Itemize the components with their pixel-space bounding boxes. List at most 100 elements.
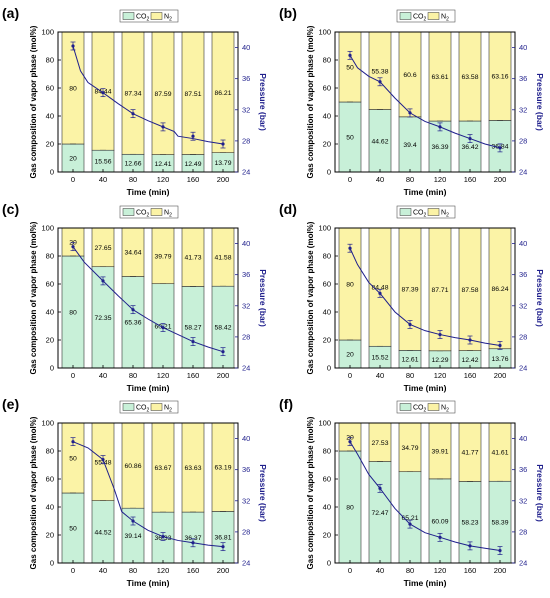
pressure-point <box>101 279 105 283</box>
pressure-point <box>71 440 75 444</box>
x-axis-title: Time (min) <box>127 187 170 197</box>
legend-swatch-n2 <box>150 403 163 411</box>
y2-axis-title: Pressure (bar) <box>535 73 545 131</box>
y2-tick-label: 36 <box>242 74 250 83</box>
x-tick-label: 200 <box>217 566 230 575</box>
y-tick-label: 40 <box>46 112 54 121</box>
data-label-n2: 86.21 <box>214 90 231 97</box>
pressure-point <box>101 457 105 462</box>
legend-sub-co2: 2 <box>147 213 150 219</box>
data-label-n2: 41.77 <box>461 450 478 457</box>
pressure-point <box>498 548 502 553</box>
x-tick-label: 80 <box>406 371 414 380</box>
data-label-co2: 80 <box>69 310 77 317</box>
pressure-point <box>221 545 225 549</box>
data-label-co2: 50 <box>69 526 77 533</box>
y-tick-label: 20 <box>323 140 331 149</box>
legend-label-n2: N2 <box>164 14 172 23</box>
data-label-n2: 87.51 <box>184 91 201 98</box>
legend-label-n2: N2 <box>164 405 172 414</box>
data-label-co2: 13.79 <box>214 160 231 167</box>
data-label-n2: 87.34 <box>124 91 141 98</box>
x-tick-label: 120 <box>434 566 447 575</box>
y-tick-label: 20 <box>46 336 54 345</box>
x-tick-label: 200 <box>217 175 230 184</box>
y2-tick-label: 28 <box>242 332 250 341</box>
pressure-point <box>191 134 195 138</box>
y2-axis-title: Pressure (bar) <box>535 269 545 327</box>
y-tick-label: 60 <box>323 475 331 484</box>
pressure-line <box>349 441 501 552</box>
data-label-co2: 50 <box>346 135 354 142</box>
y-tick-label: 100 <box>318 28 331 37</box>
legend-swatch-co2 <box>399 403 412 411</box>
x-axis-title: Time (min) <box>404 383 447 393</box>
pressure-point <box>468 544 472 548</box>
legend-box <box>119 400 179 414</box>
y2-axis-title: Pressure (bar) <box>258 464 268 522</box>
pressure-point <box>191 541 195 545</box>
chart-panel-f: (f)CO2N2802072.4727.5365.2134.7960.0939.… <box>279 396 545 588</box>
y2-tick-label: 40 <box>242 43 250 52</box>
y-tick-label: 0 <box>50 364 54 373</box>
data-label-n2: 60.86 <box>124 463 141 470</box>
data-label-n2: 27.53 <box>371 440 388 447</box>
y2-tick-label: 32 <box>242 105 250 114</box>
y-axis-title: Gas composition of vapor phase (mol%) <box>29 416 38 569</box>
y2-tick-label: 40 <box>519 239 527 248</box>
y-tick-label: 0 <box>50 168 54 177</box>
x-tick-label: 160 <box>187 371 200 380</box>
data-label-co2: 36.81 <box>214 535 231 542</box>
x-tick-label: 0 <box>71 566 75 575</box>
y-tick-label: 60 <box>323 84 331 93</box>
pressure-point <box>71 245 75 249</box>
y2-tick-label: 28 <box>519 332 527 341</box>
y2-tick-label: 36 <box>242 465 250 474</box>
x-tick-label: 80 <box>406 175 414 184</box>
x-tick-label: 0 <box>348 566 352 575</box>
y-tick-label: 0 <box>327 168 331 177</box>
y2-tick-label: 28 <box>242 136 250 145</box>
x-tick-label: 200 <box>217 371 230 380</box>
legend-box <box>396 400 456 414</box>
y-tick-label: 80 <box>323 447 331 456</box>
x-tick-label: 0 <box>348 175 352 184</box>
pressure-point <box>408 111 412 115</box>
data-label-co2: 72.47 <box>371 510 388 517</box>
y-tick-label: 20 <box>46 140 54 149</box>
y2-tick-label: 36 <box>519 465 527 474</box>
chart-panel-a: (a)CO2N2208015.5684.4412.6687.3412.4187.… <box>2 5 268 197</box>
pressure-point <box>498 343 502 348</box>
panel-label: (d) <box>279 201 297 217</box>
panel-label: (e) <box>2 396 19 412</box>
y-tick-label: 60 <box>323 280 331 289</box>
legend-sub-n2: 2 <box>446 213 449 219</box>
data-label-co2: 13.76 <box>491 356 508 363</box>
y2-tick-label: 24 <box>242 364 250 373</box>
data-label-co2: 12.66 <box>124 161 141 168</box>
legend-box <box>396 9 456 23</box>
panel-label: (c) <box>2 201 19 217</box>
legend-swatch-co2 <box>399 208 412 216</box>
pressure-point <box>131 308 135 312</box>
y-axis-title: Gas composition of vapor phase (mol%) <box>306 221 315 374</box>
y2-tick-label: 32 <box>519 301 527 310</box>
x-tick-label: 160 <box>464 371 477 380</box>
pressure-point <box>221 350 225 354</box>
y-tick-label: 80 <box>46 447 54 456</box>
data-label-n2: 63.58 <box>461 74 478 81</box>
plot-frame <box>57 227 239 369</box>
x-axis-title: Time (min) <box>127 383 170 393</box>
pressure-point <box>438 332 442 337</box>
x-axis-title: Time (min) <box>404 578 447 588</box>
plot-frame <box>334 422 516 564</box>
x-tick-label: 160 <box>464 566 477 575</box>
pressure-point <box>378 291 382 295</box>
data-label-co2: 58.27 <box>184 325 201 332</box>
pressure-point <box>408 522 412 526</box>
y2-tick-label: 36 <box>519 74 527 83</box>
data-label-n2: 34.64 <box>124 250 141 257</box>
legend-label-n2: N2 <box>164 210 172 219</box>
data-label-n2: 63.63 <box>184 465 201 472</box>
legend-swatch-n2 <box>150 12 163 20</box>
